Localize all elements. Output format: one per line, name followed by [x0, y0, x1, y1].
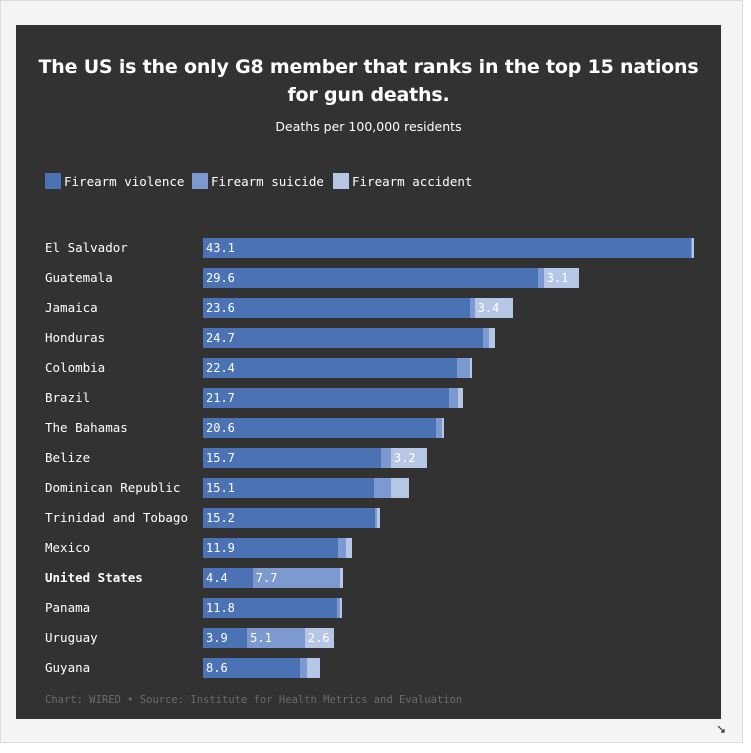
bar-firearm-accident-dominican-republic[interactable] [390, 478, 410, 498]
resize-corner-icon[interactable] [717, 725, 725, 733]
bar-firearm-accident-el-salvador[interactable] [692, 238, 694, 258]
bar-firearm-suicide-uruguay[interactable] [247, 628, 305, 648]
bar-firearm-accident-guyana[interactable] [307, 658, 320, 678]
category-label-guyana: Guyana [45, 660, 91, 675]
bar-firearm-suicide-belize[interactable] [380, 448, 391, 468]
bar-firearm-violence-dominican-republic[interactable] [203, 478, 374, 498]
bar-firearm-violence-el-salvador[interactable] [203, 238, 691, 258]
category-label-guatemala: Guatemala [45, 270, 113, 285]
bar-firearm-suicide-colombia[interactable] [456, 358, 471, 378]
bar-firearm-violence-guatemala[interactable] [203, 268, 539, 288]
chart-subtitle: Deaths per 100,000 residents [275, 119, 462, 134]
bar-firearm-violence-belize[interactable] [203, 448, 381, 468]
bar-firearm-violence-mexico[interactable] [203, 538, 338, 558]
category-label-the-bahamas: The Bahamas [45, 420, 128, 435]
bar-firearm-suicide-brazil[interactable] [448, 388, 458, 408]
category-label-uruguay: Uruguay [45, 630, 98, 645]
bar-firearm-violence-uruguay[interactable] [203, 628, 248, 648]
bar-firearm-violence-jamaica[interactable] [203, 298, 471, 318]
bar-firearm-accident-panama[interactable] [339, 598, 343, 618]
category-label-colombia: Colombia [45, 360, 106, 375]
chart-footer: Chart: WIRED • Source: Institute for Hea… [45, 694, 463, 706]
category-label-belize: Belize [45, 450, 91, 465]
bar-firearm-accident-uruguay[interactable] [304, 628, 335, 648]
bar-firearm-suicide-the-bahamas[interactable] [436, 418, 442, 438]
bar-firearm-accident-colombia[interactable] [470, 358, 473, 378]
bar-firearm-violence-trinidad-and-tobago[interactable] [203, 508, 376, 528]
bar-firearm-suicide-united-states[interactable] [252, 568, 340, 588]
legend-label-accident: Firearm accident [352, 173, 473, 189]
legend-swatch-violence [45, 173, 61, 189]
bar-firearm-suicide-guatemala[interactable] [538, 268, 544, 288]
bar-firearm-accident-united-states[interactable] [339, 568, 344, 588]
bar-firearm-suicide-honduras[interactable] [482, 328, 490, 348]
legend-item-violence: Firearm violence [45, 173, 184, 189]
bar-firearm-violence-brazil[interactable] [203, 388, 449, 408]
bar-firearm-accident-belize[interactable] [390, 448, 428, 468]
bar-firearm-suicide-mexico[interactable] [337, 538, 346, 558]
bar-firearm-suicide-panama[interactable] [336, 598, 340, 618]
bar-firearm-accident-trinidad-and-tobago[interactable] [377, 508, 380, 528]
category-label-jamaica: Jamaica [45, 300, 98, 315]
bar-firearm-suicide-guyana[interactable] [300, 658, 308, 678]
legend-item-suicide: Firearm suicide [192, 173, 324, 189]
category-label-el-salvador: El Salvador [45, 240, 128, 255]
category-label-dominican-republic: Dominican Republic [45, 480, 181, 495]
bar-firearm-accident-mexico[interactable] [345, 538, 353, 558]
category-label-mexico: Mexico [45, 540, 91, 555]
bar-firearm-suicide-el-salvador[interactable] [690, 238, 693, 258]
bar-firearm-accident-brazil[interactable] [457, 388, 464, 408]
category-label-panama: Panama [45, 600, 91, 615]
category-label-trinidad-and-tobago: Trinidad and Tobago [45, 510, 188, 525]
legend-swatch-accident [333, 173, 349, 189]
bar-firearm-accident-honduras[interactable] [489, 328, 496, 348]
bar-firearm-suicide-trinidad-and-tobago[interactable] [375, 508, 378, 528]
legend-label-violence: Firearm violence [64, 173, 185, 189]
bar-firearm-violence-panama[interactable] [203, 598, 337, 618]
category-label-brazil: Brazil [45, 390, 91, 405]
legend-item-accident: Firearm accident [333, 173, 472, 189]
bar-firearm-violence-the-bahamas[interactable] [203, 418, 437, 438]
chart-panel: The US is the only G8 member that ranks … [16, 25, 721, 719]
chart-card: The US is the only G8 member that ranks … [0, 0, 743, 743]
bar-firearm-accident-jamaica[interactable] [474, 298, 514, 318]
chart-title: The US is the only G8 member that ranks … [38, 56, 699, 106]
bar-firearm-accident-the-bahamas[interactable] [441, 418, 445, 438]
category-label-honduras: Honduras [45, 330, 106, 345]
bar-firearm-violence-guyana[interactable] [203, 658, 301, 678]
category-label-united-states: United States [45, 570, 143, 585]
bar-firearm-violence-united-states[interactable] [203, 568, 253, 588]
legend-label-suicide: Firearm suicide [211, 173, 324, 189]
legend-swatch-suicide [192, 173, 208, 189]
bar-firearm-violence-colombia[interactable] [203, 358, 457, 378]
bar-firearm-accident-guatemala[interactable] [543, 268, 579, 288]
bar-firearm-suicide-dominican-republic[interactable] [373, 478, 391, 498]
bar-firearm-violence-honduras[interactable] [203, 328, 483, 348]
bar-firearm-suicide-jamaica[interactable] [470, 298, 475, 318]
